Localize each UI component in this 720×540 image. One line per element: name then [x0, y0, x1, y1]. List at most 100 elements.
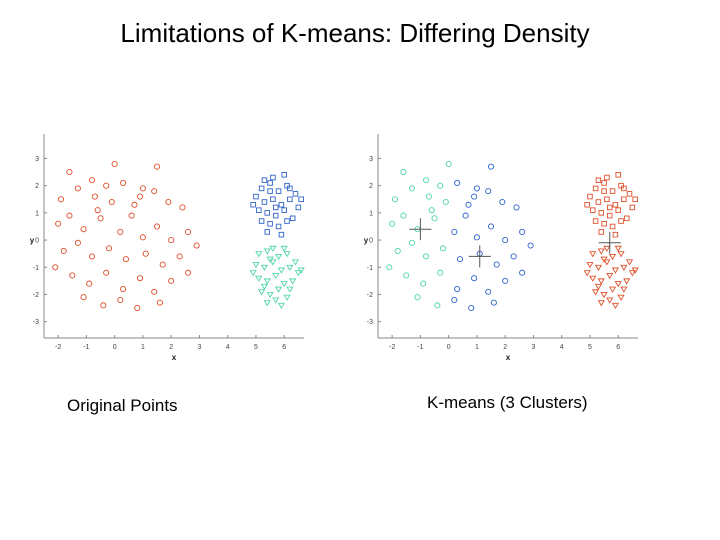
data-point-square: [264, 229, 271, 235]
data-point-triangle: [260, 283, 269, 291]
data-point-circle: [487, 223, 495, 230]
data-point-square: [278, 201, 285, 208]
data-point-circle: [389, 220, 396, 227]
data-point-circle: [103, 269, 110, 276]
data-point-circle: [487, 163, 495, 170]
y-tick-label: -3: [367, 319, 373, 326]
data-point-square: [592, 185, 599, 192]
data-point-circle: [57, 196, 65, 203]
data-point-circle: [403, 272, 410, 279]
data-point-circle: [485, 188, 492, 195]
data-point-square: [258, 185, 265, 192]
data-point-circle: [156, 299, 163, 306]
y-axis-label: y: [364, 236, 369, 245]
y-tick-label: 2: [35, 183, 39, 190]
data-point-triangle: [617, 251, 625, 258]
x-tick-label: 5: [254, 344, 258, 351]
data-point-square: [278, 231, 285, 238]
y-tick-label: -2: [33, 292, 39, 299]
x-tick-label: -1: [417, 344, 423, 351]
data-point-circle: [499, 198, 506, 206]
centroid-cross: [468, 245, 491, 268]
x-axis-label: x: [506, 353, 511, 360]
data-point-square: [592, 218, 599, 224]
y-tick-label: -3: [33, 319, 39, 326]
y-tick-label: -1: [367, 265, 373, 272]
scatter-plot-original: -2 -1 0 1 2 3 4 5 6 3 2 1 0 -1 -2 -3 x y: [30, 134, 305, 360]
data-point-square: [621, 196, 627, 203]
data-point-circle: [408, 239, 415, 246]
data-point-circle: [66, 212, 73, 219]
y-tick-label: -1: [33, 265, 39, 272]
y-tick-label: -2: [367, 292, 373, 299]
data-point-circle: [151, 188, 158, 195]
data-point-square: [606, 212, 613, 219]
data-point-circle: [122, 256, 130, 263]
data-point-circle: [465, 201, 472, 208]
data-point-circle: [471, 275, 478, 282]
x-tick-label: 0: [113, 344, 117, 351]
data-point-square: [261, 199, 268, 205]
data-point-triangle: [620, 264, 628, 271]
data-point-square: [604, 196, 610, 203]
caption-kmeans: K-means (3 Clusters): [427, 393, 588, 412]
data-point-triangle: [594, 283, 603, 291]
data-point-circle: [428, 207, 435, 214]
data-point-circle: [422, 177, 430, 184]
data-point-circle: [142, 250, 149, 257]
data-point-circle: [490, 299, 497, 306]
data-point-square: [253, 193, 259, 200]
x-tick-label: -2: [389, 344, 395, 351]
data-point-square: [258, 218, 265, 224]
data-point-triangle: [255, 251, 263, 258]
data-point-triangle: [255, 275, 263, 282]
data-point-circle: [527, 242, 534, 249]
data-point-triangle: [631, 267, 639, 274]
data-point-circle: [131, 201, 138, 208]
data-point-circle: [179, 204, 186, 211]
data-point-triangle: [603, 259, 611, 266]
data-point-triangle: [623, 278, 631, 285]
data-point-triangle: [280, 245, 288, 252]
data-point-triangle: [589, 275, 597, 282]
data-point-circle: [117, 228, 124, 235]
data-point-circle: [80, 294, 87, 301]
data-point-triangle: [286, 286, 294, 293]
data-point-square: [598, 210, 605, 216]
caption-original-points: Original Points: [67, 396, 178, 415]
data-point-circle: [391, 196, 399, 203]
data-point-circle: [439, 245, 447, 252]
data-point-triangle: [269, 259, 277, 266]
data-point-square: [609, 188, 616, 194]
data-point-square: [292, 191, 299, 197]
y-tick-label: 1: [35, 210, 39, 217]
data-point-square: [267, 188, 273, 194]
x-tick-label: -1: [83, 344, 89, 351]
data-point-triangle: [286, 264, 294, 271]
data-point-circle: [168, 237, 175, 244]
data-point-triangle: [600, 292, 608, 299]
data-point-circle: [139, 185, 146, 192]
data-point-circle: [74, 185, 81, 192]
data-point-square: [612, 231, 619, 238]
data-point-triangle: [628, 270, 636, 277]
data-point-circle: [493, 261, 500, 268]
data-point-circle: [69, 272, 76, 279]
data-point-circle: [151, 288, 158, 295]
data-point-circle: [502, 237, 509, 244]
data-point-triangle: [260, 264, 269, 271]
data-point-circle: [108, 198, 115, 206]
data-point-triangle: [594, 264, 603, 271]
x-tick-label: 1: [141, 344, 145, 351]
data-point-triangle: [263, 248, 271, 255]
data-point-square: [289, 215, 296, 222]
data-point-triangle: [617, 294, 625, 301]
data-point-triangle: [280, 281, 288, 288]
data-point-circle: [485, 288, 492, 295]
data-point-square: [595, 199, 602, 205]
data-point-triangle: [263, 300, 271, 307]
data-point-triangle: [266, 292, 274, 299]
data-point-circle: [422, 253, 430, 260]
data-point-circle: [120, 179, 127, 187]
data-point-square: [256, 207, 262, 213]
